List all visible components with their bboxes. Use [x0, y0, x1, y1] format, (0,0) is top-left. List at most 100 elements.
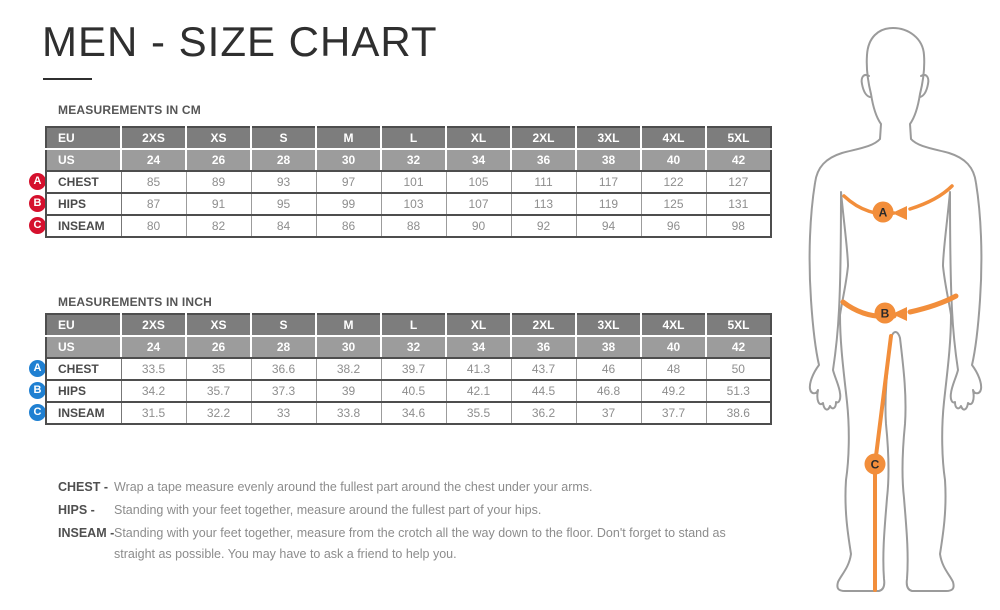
body-outline — [808, 27, 983, 592]
measure-value-cell: 92 — [510, 214, 577, 238]
row-marker-badge: C — [29, 217, 46, 234]
eu-size-cell: 2XS — [121, 127, 187, 150]
us-size-cell: 34 — [446, 149, 512, 172]
inseam-marker-badge — [864, 453, 886, 475]
eu-size-cell: M — [316, 314, 382, 337]
measure-value-cell: 127 — [705, 170, 772, 194]
measure-value-cell: 31.5 — [120, 401, 187, 425]
measure-value-cell: 96 — [640, 214, 707, 238]
table-row: INSEAM 31.5 32.2 33 33.8 34.6 35.5 36.2 37 37.7 38… — [45, 401, 772, 425]
right-ear-outline — [919, 74, 930, 98]
row-marker-badge: A — [29, 360, 46, 377]
measure-value-cell: 80 — [120, 214, 187, 238]
us-size-cell: 28 — [251, 336, 317, 359]
eu-size-cell: XS — [186, 314, 252, 337]
measure-value-cell: 98 — [705, 214, 772, 238]
measure-row-label: HIPS — [45, 192, 122, 216]
measure-value-cell: 119 — [575, 192, 642, 216]
eu-size-cell: S — [251, 314, 317, 337]
row-marker-badge: B — [29, 382, 46, 399]
measure-value-cell: 95 — [250, 192, 317, 216]
us-size-cell: 28 — [251, 149, 317, 172]
measure-value-cell: 33.8 — [315, 401, 382, 425]
title-underline — [43, 78, 92, 80]
us-size-cell: 26 — [186, 336, 252, 359]
measuring-note: INSEAM - Standing with your feet together… — [58, 523, 764, 565]
chest-measure-line-right — [908, 184, 954, 211]
measure-value-cell: 101 — [380, 170, 447, 194]
measure-value-cell: 39.7 — [380, 357, 447, 381]
us-size-cell: 40 — [641, 336, 707, 359]
us-size-cell: 42 — [706, 336, 772, 359]
us-size-cell: 32 — [381, 336, 447, 359]
eu-size-cell: 2XL — [511, 127, 577, 150]
measure-value-cell: 37 — [575, 401, 642, 425]
note-text: Standing with your feet together, measur… — [114, 503, 542, 517]
inch-table: EU 2XS XS S M L XL 2XL 3XL 4XL 5XL US 24 26 28 30 32 34 36… — [45, 313, 772, 425]
eu-size-cell: L — [381, 127, 447, 150]
us-size-cell: 30 — [316, 336, 382, 359]
measure-row-label: INSEAM — [45, 401, 122, 425]
eu-size-cell: XL — [446, 127, 512, 150]
us-size-cell: 32 — [381, 149, 447, 172]
inseam-marker-letter: C — [871, 458, 880, 472]
us-size-cell: 40 — [641, 149, 707, 172]
measure-value-cell: 46 — [575, 357, 642, 381]
table-row: US 24 26 28 30 32 34 36 38 40 42 — [46, 336, 772, 359]
eu-size-cell: 4XL — [641, 314, 707, 337]
measure-value-cell: 90 — [445, 214, 512, 238]
hips-measure-line-right — [907, 293, 959, 315]
measure-value-cell: 35 — [185, 357, 252, 381]
measure-value-cell: 84 — [250, 214, 317, 238]
measuring-note: HIPS - Standing with your feet together, … — [58, 500, 764, 521]
measure-value-cell: 37.3 — [250, 379, 317, 403]
measure-value-cell: 94 — [575, 214, 642, 238]
hips-marker-letter: B — [881, 307, 890, 321]
us-size-cell: 36 — [511, 149, 577, 172]
row-marker-badge: B — [29, 195, 46, 212]
measuring-note: CHEST - Wrap a tape measure evenly around… — [58, 477, 764, 498]
measure-value-cell: 41.3 — [445, 357, 512, 381]
us-size-cell: 34 — [446, 336, 512, 359]
us-size-cell: 42 — [706, 149, 772, 172]
measure-row-label: INSEAM — [45, 214, 122, 238]
measure-value-cell: 43.7 — [510, 357, 577, 381]
measure-value-cell: 35.7 — [185, 379, 252, 403]
hips-marker-badge — [874, 302, 896, 324]
us-size-cell: 38 — [576, 149, 642, 172]
eu-size-cell: XS — [186, 127, 252, 150]
eu-size-cell: 5XL — [706, 127, 772, 150]
measure-value-cell: 40.5 — [380, 379, 447, 403]
measure-value-cell: 33.5 — [120, 357, 187, 381]
table-row: US 24 26 28 30 32 34 36 38 40 42 — [46, 149, 772, 172]
eu-size-cell: XL — [446, 314, 512, 337]
table-row: EU 2XS XS S M L XL 2XL 3XL 4XL 5XL — [46, 314, 772, 337]
measure-value-cell: 38.6 — [705, 401, 772, 425]
measure-row-label: HIPS — [45, 379, 122, 403]
measure-value-cell: 111 — [510, 170, 577, 194]
inch-section-label: MEASUREMENTS IN INCH — [58, 295, 213, 309]
measure-value-cell: 44.5 — [510, 379, 577, 403]
body-figure: A B C — [808, 27, 983, 592]
us-size-cell: 38 — [576, 336, 642, 359]
measure-value-cell: 32.2 — [185, 401, 252, 425]
measure-row-label: CHEST — [45, 170, 122, 194]
measure-value-cell: 93 — [250, 170, 317, 194]
us-size-cell: 26 — [186, 149, 252, 172]
measure-value-cell: 85 — [120, 170, 187, 194]
note-text: Standing with your feet together, measur… — [114, 526, 726, 561]
hips-arrow-icon — [892, 307, 907, 321]
cm-section-label: MEASUREMENTS IN CM — [58, 103, 201, 117]
measure-value-cell: 125 — [640, 192, 707, 216]
row-marker-badge: A — [29, 173, 46, 190]
eu-size-cell: 3XL — [576, 127, 642, 150]
eu-size-cell: 4XL — [641, 127, 707, 150]
measure-value-cell: 87 — [120, 192, 187, 216]
eu-size-cell: M — [316, 127, 382, 150]
measure-value-cell: 82 — [185, 214, 252, 238]
measure-value-cell: 99 — [315, 192, 382, 216]
measure-value-cell: 38.2 — [315, 357, 382, 381]
note-label: INSEAM - — [58, 526, 115, 540]
eu-size-cell: L — [381, 314, 447, 337]
measure-value-cell: 107 — [445, 192, 512, 216]
